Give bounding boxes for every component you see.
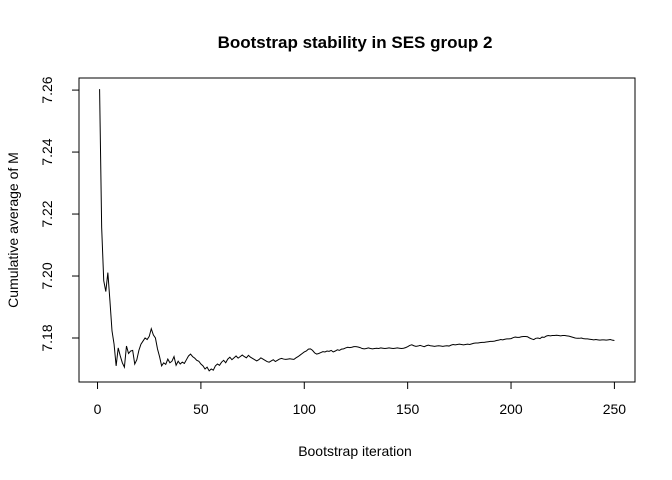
y-tick-label: 7.18 — [39, 324, 55, 351]
x-axis-label: Bootstrap iteration — [298, 443, 412, 459]
x-tick-label: 100 — [293, 401, 317, 417]
x-tick-label: 50 — [193, 401, 209, 417]
x-tick-label: 200 — [499, 401, 523, 417]
x-tick-label: 0 — [94, 401, 102, 417]
y-axis-label: Cumulative average of M — [5, 152, 21, 308]
chart-title: Bootstrap stability in SES group 2 — [218, 33, 493, 52]
x-tick-label: 250 — [603, 401, 627, 417]
y-tick-label: 7.20 — [39, 262, 55, 289]
y-tick-label: 7.24 — [39, 138, 55, 165]
x-axis: 0 50 100 150 200 250 — [94, 381, 627, 417]
y-axis: 7.18 7.20 7.22 7.24 7.26 — [39, 76, 80, 352]
x-tick-label: 150 — [396, 401, 420, 417]
plot-box — [78, 77, 636, 383]
y-tick-label: 7.22 — [39, 200, 55, 227]
y-tick-label: 7.26 — [39, 76, 55, 103]
series-line — [99, 89, 615, 372]
